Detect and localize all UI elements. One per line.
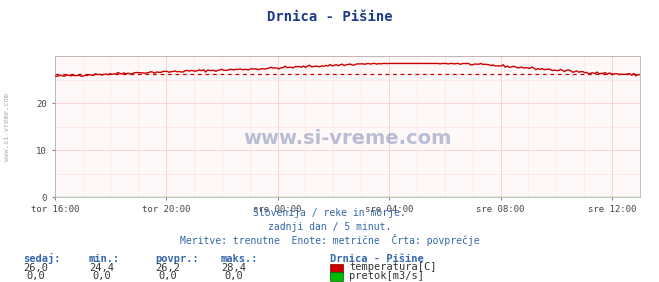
Text: Meritve: trenutne  Enote: metrične  Črta: povprečje: Meritve: trenutne Enote: metrične Črta: … xyxy=(180,234,479,246)
Text: povpr.:: povpr.: xyxy=(155,254,198,264)
Text: pretok[m3/s]: pretok[m3/s] xyxy=(349,271,424,281)
Text: sedaj:: sedaj: xyxy=(23,253,61,264)
Text: temperatura[C]: temperatura[C] xyxy=(349,262,437,272)
Text: 0,0: 0,0 xyxy=(27,271,45,281)
Text: Slovenija / reke in morje.: Slovenija / reke in morje. xyxy=(253,208,406,218)
Text: 26,2: 26,2 xyxy=(156,263,181,273)
Text: 0,0: 0,0 xyxy=(93,271,111,281)
Text: min.:: min.: xyxy=(89,254,120,264)
Text: Drnica - Pišine: Drnica - Pišine xyxy=(330,254,423,264)
Text: maks.:: maks.: xyxy=(221,254,258,264)
Text: 26,0: 26,0 xyxy=(24,263,49,273)
Text: www.si-vreme.com: www.si-vreme.com xyxy=(243,129,451,148)
Text: www.si-vreme.com: www.si-vreme.com xyxy=(3,93,10,161)
Text: zadnji dan / 5 minut.: zadnji dan / 5 minut. xyxy=(268,222,391,232)
Text: Drnica - Pišine: Drnica - Pišine xyxy=(267,10,392,24)
Text: 0,0: 0,0 xyxy=(159,271,177,281)
Text: 28,4: 28,4 xyxy=(221,263,246,273)
Text: 24,4: 24,4 xyxy=(90,263,115,273)
Text: 0,0: 0,0 xyxy=(225,271,243,281)
